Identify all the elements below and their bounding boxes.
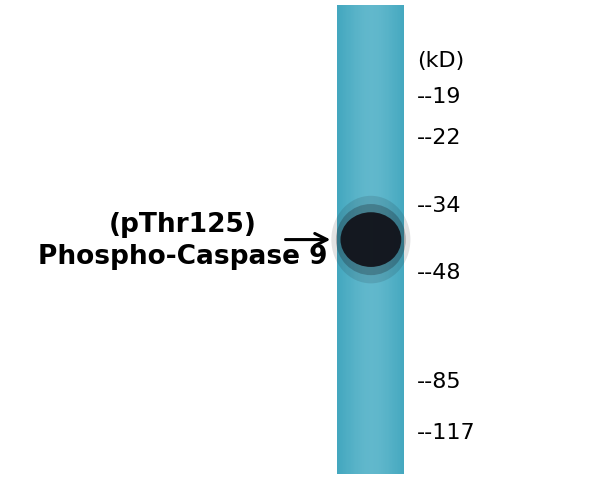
Bar [356,5,358,474]
Bar [368,5,370,474]
Text: --117: --117 [416,423,475,443]
Bar [360,5,361,474]
Bar [403,5,404,474]
Bar [376,5,378,474]
Bar [396,5,398,474]
Text: (pThr125): (pThr125) [108,212,257,238]
Bar [337,5,404,474]
Bar [401,5,402,474]
Ellipse shape [336,204,406,275]
Bar [347,5,348,474]
Text: Phospho-Caspase 9: Phospho-Caspase 9 [38,243,327,270]
Bar [361,5,362,474]
Bar [372,5,373,474]
Bar [364,5,365,474]
Bar [365,5,367,474]
Bar [348,5,350,474]
Ellipse shape [331,196,410,283]
Bar [359,5,360,474]
Bar [345,5,347,474]
Bar [373,5,374,474]
Bar [387,5,388,474]
Bar [375,5,376,474]
Bar [340,5,342,474]
Bar [337,5,339,474]
Bar [388,5,389,474]
Bar [363,5,364,474]
Bar [371,5,372,474]
Bar [399,5,400,474]
Bar [343,5,344,474]
Bar [384,5,385,474]
Bar [370,5,371,474]
Bar [342,5,343,474]
Bar [395,5,396,474]
Bar [392,5,393,474]
Bar [355,5,356,474]
Text: --85: --85 [416,372,461,393]
Bar [353,5,354,474]
Bar [367,5,368,474]
Bar [379,5,380,474]
Text: --34: --34 [416,196,461,216]
Bar [354,5,355,474]
Ellipse shape [340,212,401,267]
Bar [362,5,363,474]
Text: --48: --48 [416,263,461,284]
Bar [402,5,403,474]
Bar [352,5,353,474]
Bar [400,5,401,474]
Text: (kD): (kD) [417,50,465,71]
Bar [398,5,399,474]
Bar [347,5,348,474]
Bar [385,5,387,474]
Bar [382,5,383,474]
Text: --19: --19 [416,87,461,107]
Bar [389,5,390,474]
Bar [339,5,340,474]
Bar [344,5,345,474]
Bar [378,5,379,474]
Bar [383,5,384,474]
Bar [393,5,394,474]
Bar [390,5,391,474]
Bar [358,5,359,474]
Bar [381,5,382,474]
Bar [391,5,392,474]
Text: --22: --22 [416,128,461,148]
Bar [350,5,351,474]
Bar [351,5,352,474]
Bar [380,5,381,474]
